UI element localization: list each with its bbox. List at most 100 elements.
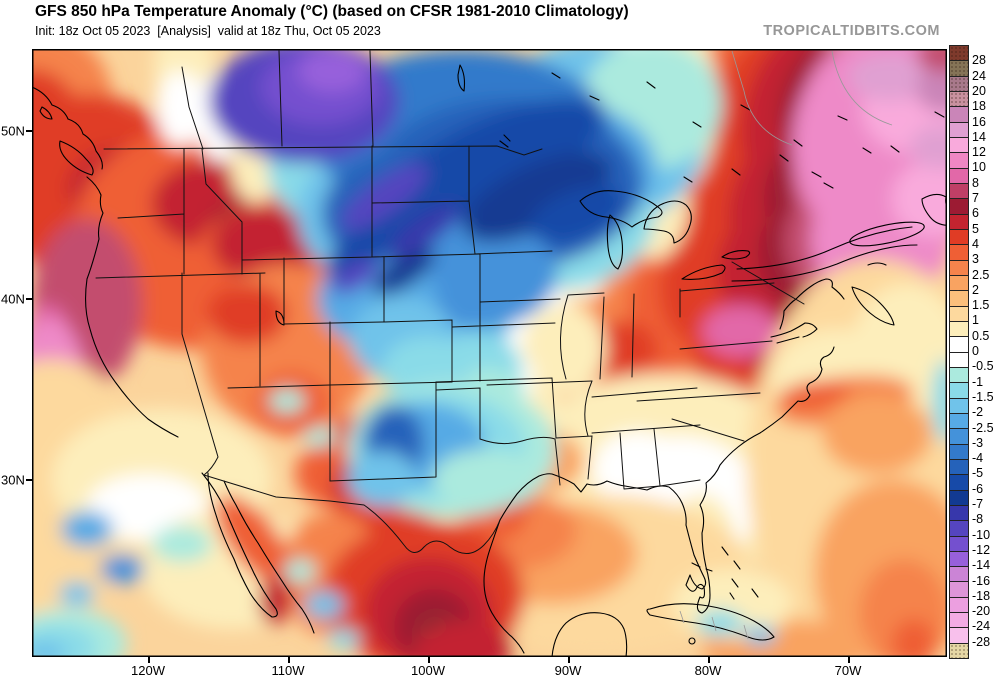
colorbar-cell <box>950 61 968 77</box>
colorbar-cell <box>950 122 968 138</box>
colorbar-tick-label: -16 <box>972 573 991 588</box>
colorbar-cell <box>950 505 968 522</box>
colorbar-cell <box>950 183 968 200</box>
colorbar-tick-label: -1 <box>972 374 984 389</box>
colorbar-cell <box>950 337 968 353</box>
colorbar-tick-label: -24 <box>972 619 991 634</box>
colorbar-cell <box>950 214 968 230</box>
colorbar-tick-label: -1.5 <box>972 389 994 404</box>
anomaly-field-blobs <box>32 49 947 657</box>
colorbar-cell <box>950 229 968 246</box>
site-watermark: TROPICALTIDBITS.COM <box>763 23 940 39</box>
longitude-label: 100W <box>411 663 445 678</box>
colorbar-tick-label: -4 <box>972 451 984 466</box>
colorbar-cell <box>950 475 968 491</box>
colorbar-cell <box>950 306 968 322</box>
longitude-tick <box>428 657 430 663</box>
colorbar-tick-label: 20 <box>972 83 986 98</box>
colorbar-tick-label: 5 <box>972 221 979 236</box>
colorbar-tick-label: -7 <box>972 497 984 511</box>
colorbar-tick-label: -18 <box>972 588 991 603</box>
colorbar-cell <box>950 76 968 92</box>
colorbar-tick-label: -14 <box>972 558 991 573</box>
colorbar-tick-label: -10 <box>972 527 991 542</box>
colorbar-cell <box>950 245 968 261</box>
colorbar-tick-label: 10 <box>972 160 986 175</box>
latitude-tick <box>26 479 32 481</box>
latitude-tick <box>26 298 32 300</box>
colorbar-tick-label: -2.5 <box>972 420 994 435</box>
colorbar-tick-label: 2 <box>972 282 979 297</box>
latitude-label: 50N <box>1 123 25 139</box>
longitude-label: 120W <box>131 663 165 678</box>
colorbar-cell <box>950 490 968 506</box>
colorbar-cell <box>950 459 968 476</box>
colorbar-tick-label: 1 <box>972 313 979 328</box>
colorbar-cell <box>950 137 968 154</box>
colorbar-cell <box>950 567 968 583</box>
colorbar-tick-label: 6 <box>972 206 979 221</box>
map-frame <box>32 49 947 657</box>
colorbar-tick-label: 1.5 <box>972 298 990 313</box>
longitude-tick <box>568 657 570 663</box>
colorbar <box>949 45 969 659</box>
colorbar-cell <box>950 521 968 537</box>
colorbar-cell <box>950 107 968 123</box>
colorbar-tick-label: -5 <box>972 466 984 481</box>
colorbar-cell <box>950 444 968 460</box>
colorbar-tick-label: -3 <box>972 435 984 450</box>
colorbar-tick-label: 28 <box>972 53 986 68</box>
colorbar-tick-label: -2 <box>972 405 984 420</box>
colorbar-cell <box>950 367 968 384</box>
colorbar-tick-label: 18 <box>972 99 986 114</box>
colorbar-cell <box>950 628 968 644</box>
colorbar-tick-label: 0 <box>972 344 979 358</box>
political-borders <box>95 50 805 554</box>
init-valid-line: Init: 18z Oct 05 2023 [Analysis] valid a… <box>35 24 381 38</box>
geography-outlines <box>32 64 947 657</box>
colorbar-tick-label: 0.5 <box>972 328 990 343</box>
colorbar-tick-label: -28 <box>972 634 991 649</box>
colorbar-cell <box>950 275 968 292</box>
colorbar-tick-label: -20 <box>972 604 991 619</box>
colorbar-cell <box>950 46 968 62</box>
colorbar-cell <box>950 643 968 659</box>
longitude-tick <box>848 657 850 663</box>
colorbar-cell <box>950 168 968 184</box>
colorbar-cell <box>950 582 968 598</box>
colorbar-cell <box>950 91 968 108</box>
colorbar-cell <box>950 551 968 568</box>
colorbar-cell <box>950 291 968 307</box>
colorbar-tick-label: 7 <box>972 191 979 205</box>
colorbar-tick-label: -12 <box>972 542 991 557</box>
colorbar-cell <box>950 153 968 169</box>
colorbar-cell <box>950 413 968 430</box>
colorbar-tick-label: 4 <box>972 236 979 251</box>
colorbar-tick-label: 2.5 <box>972 267 990 282</box>
longitude-label: 110W <box>271 663 305 678</box>
longitude-tick <box>148 657 150 663</box>
longitude-label: 70W <box>834 663 862 678</box>
colorbar-tick-label: 16 <box>972 114 986 129</box>
colorbar-tick-label: 3 <box>972 252 979 267</box>
longitude-tick <box>288 657 290 663</box>
colorbar-tick-label: 14 <box>972 129 986 144</box>
colorbar-tick-label: 12 <box>972 145 986 160</box>
colorbar-tick-label: -0.5 <box>972 359 994 374</box>
colorbar-cell <box>950 199 968 215</box>
colorbar-cell <box>950 260 968 276</box>
anomaly-map-svg <box>32 49 947 657</box>
colorbar-cell <box>950 383 968 399</box>
colorbar-tick-label: -8 <box>972 512 984 527</box>
colorbar-cell <box>950 429 968 445</box>
longitude-label: 80W <box>694 663 722 678</box>
colorbar-cell <box>950 398 968 414</box>
colorbar-tick-label: 8 <box>972 175 979 190</box>
gray-contour-lines <box>679 50 893 640</box>
colorbar-cell <box>950 352 968 368</box>
colorbar-tick-label: 24 <box>972 68 986 83</box>
colorbar-cell <box>950 536 968 552</box>
anomaly-map <box>32 49 947 657</box>
colorbar-cell <box>950 321 968 338</box>
